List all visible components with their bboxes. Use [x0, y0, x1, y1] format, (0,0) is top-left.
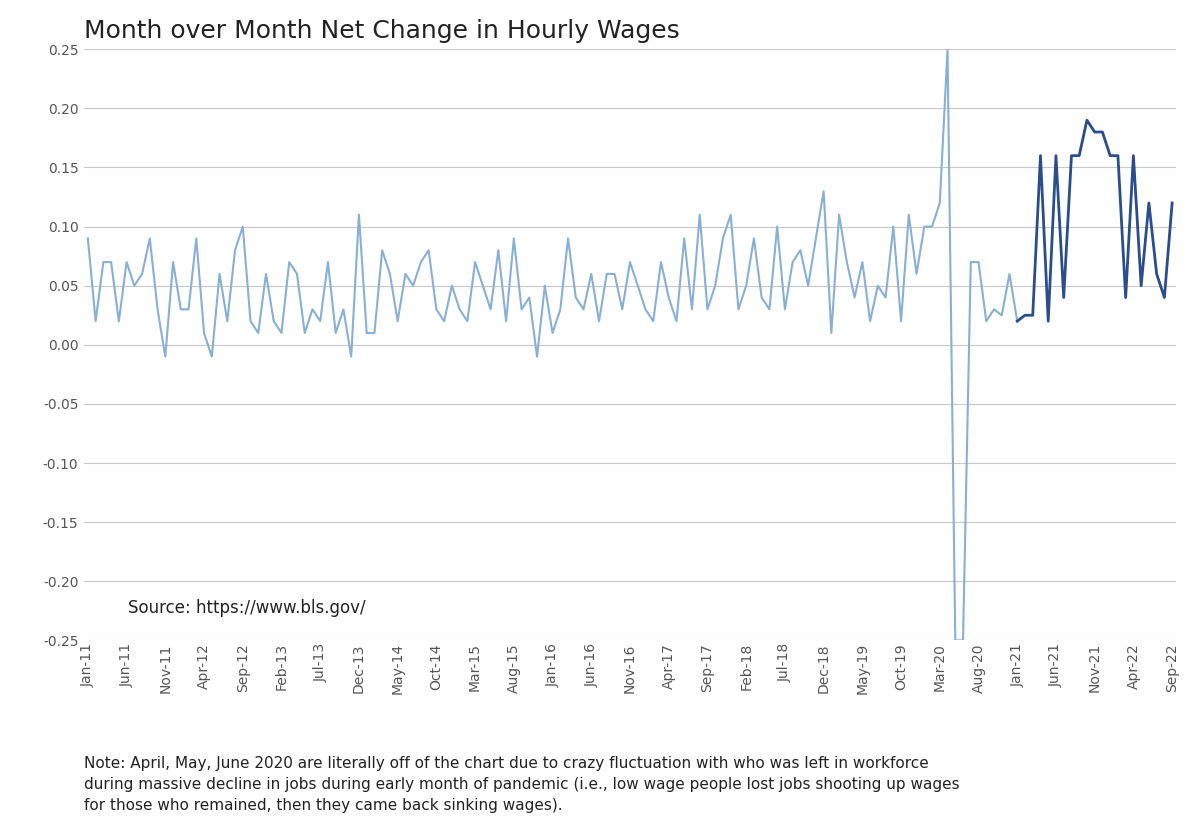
Text: Source: https://www.bls.gov/: Source: https://www.bls.gov/	[127, 599, 365, 617]
Text: Note: April, May, June 2020 are literally off of the chart due to crazy fluctuat: Note: April, May, June 2020 are literall…	[84, 756, 960, 813]
Text: Month over Month Net Change in Hourly Wages: Month over Month Net Change in Hourly Wa…	[84, 19, 679, 44]
